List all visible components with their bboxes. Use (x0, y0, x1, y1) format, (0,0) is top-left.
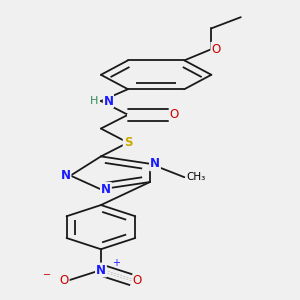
Text: N: N (96, 263, 106, 277)
Text: O: O (60, 274, 69, 287)
Text: S: S (124, 136, 132, 149)
Text: N: N (150, 157, 160, 170)
Text: +: + (112, 258, 120, 268)
Text: O: O (211, 43, 220, 56)
Text: N: N (103, 94, 113, 107)
Text: H: H (90, 96, 98, 106)
Text: O: O (169, 108, 179, 121)
Text: −: − (43, 270, 51, 280)
Text: N: N (61, 169, 70, 182)
Text: CH₃: CH₃ (187, 172, 206, 182)
Text: O: O (133, 274, 142, 287)
Text: N: N (101, 183, 111, 196)
